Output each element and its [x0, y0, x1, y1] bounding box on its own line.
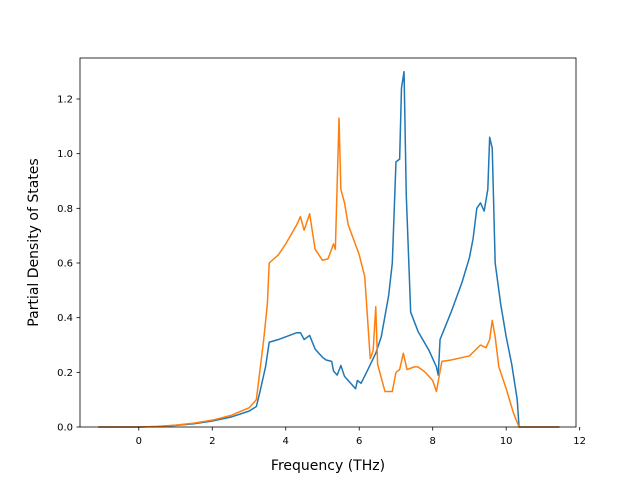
x-tick-label: 2: [209, 436, 215, 447]
series-line-2: [98, 117, 560, 428]
x-tick-label: 10: [500, 436, 513, 447]
series-line-1: [98, 70, 560, 428]
x-tick-label: 0: [136, 436, 142, 447]
y-tick-label: 0.0: [57, 423, 73, 434]
y-tick-label: 0.2: [57, 368, 73, 379]
series-layer: [98, 70, 560, 428]
x-tick-label: 4: [283, 436, 289, 447]
x-tick-label: 12: [573, 436, 586, 447]
x-tick-label: 6: [356, 436, 362, 447]
y-tick-label: 1.0: [57, 149, 73, 160]
plot-frame: [79, 57, 577, 428]
y-tick-label: 1.2: [57, 95, 73, 106]
ticks-layer: 0 2 4 6 8 10 12 0.0 0.2 0.4 0.6 0.8 1.0 1.2: [57, 95, 586, 448]
y-tick-label: 0.4: [57, 313, 73, 324]
y-tick-label: 0.6: [57, 259, 73, 270]
y-axis-label: Partial Density of States: [26, 158, 42, 326]
x-tick-label: 8: [430, 436, 436, 447]
x-axis-label: Frequency (THz): [271, 458, 385, 474]
y-tick-label: 0.8: [57, 204, 73, 215]
